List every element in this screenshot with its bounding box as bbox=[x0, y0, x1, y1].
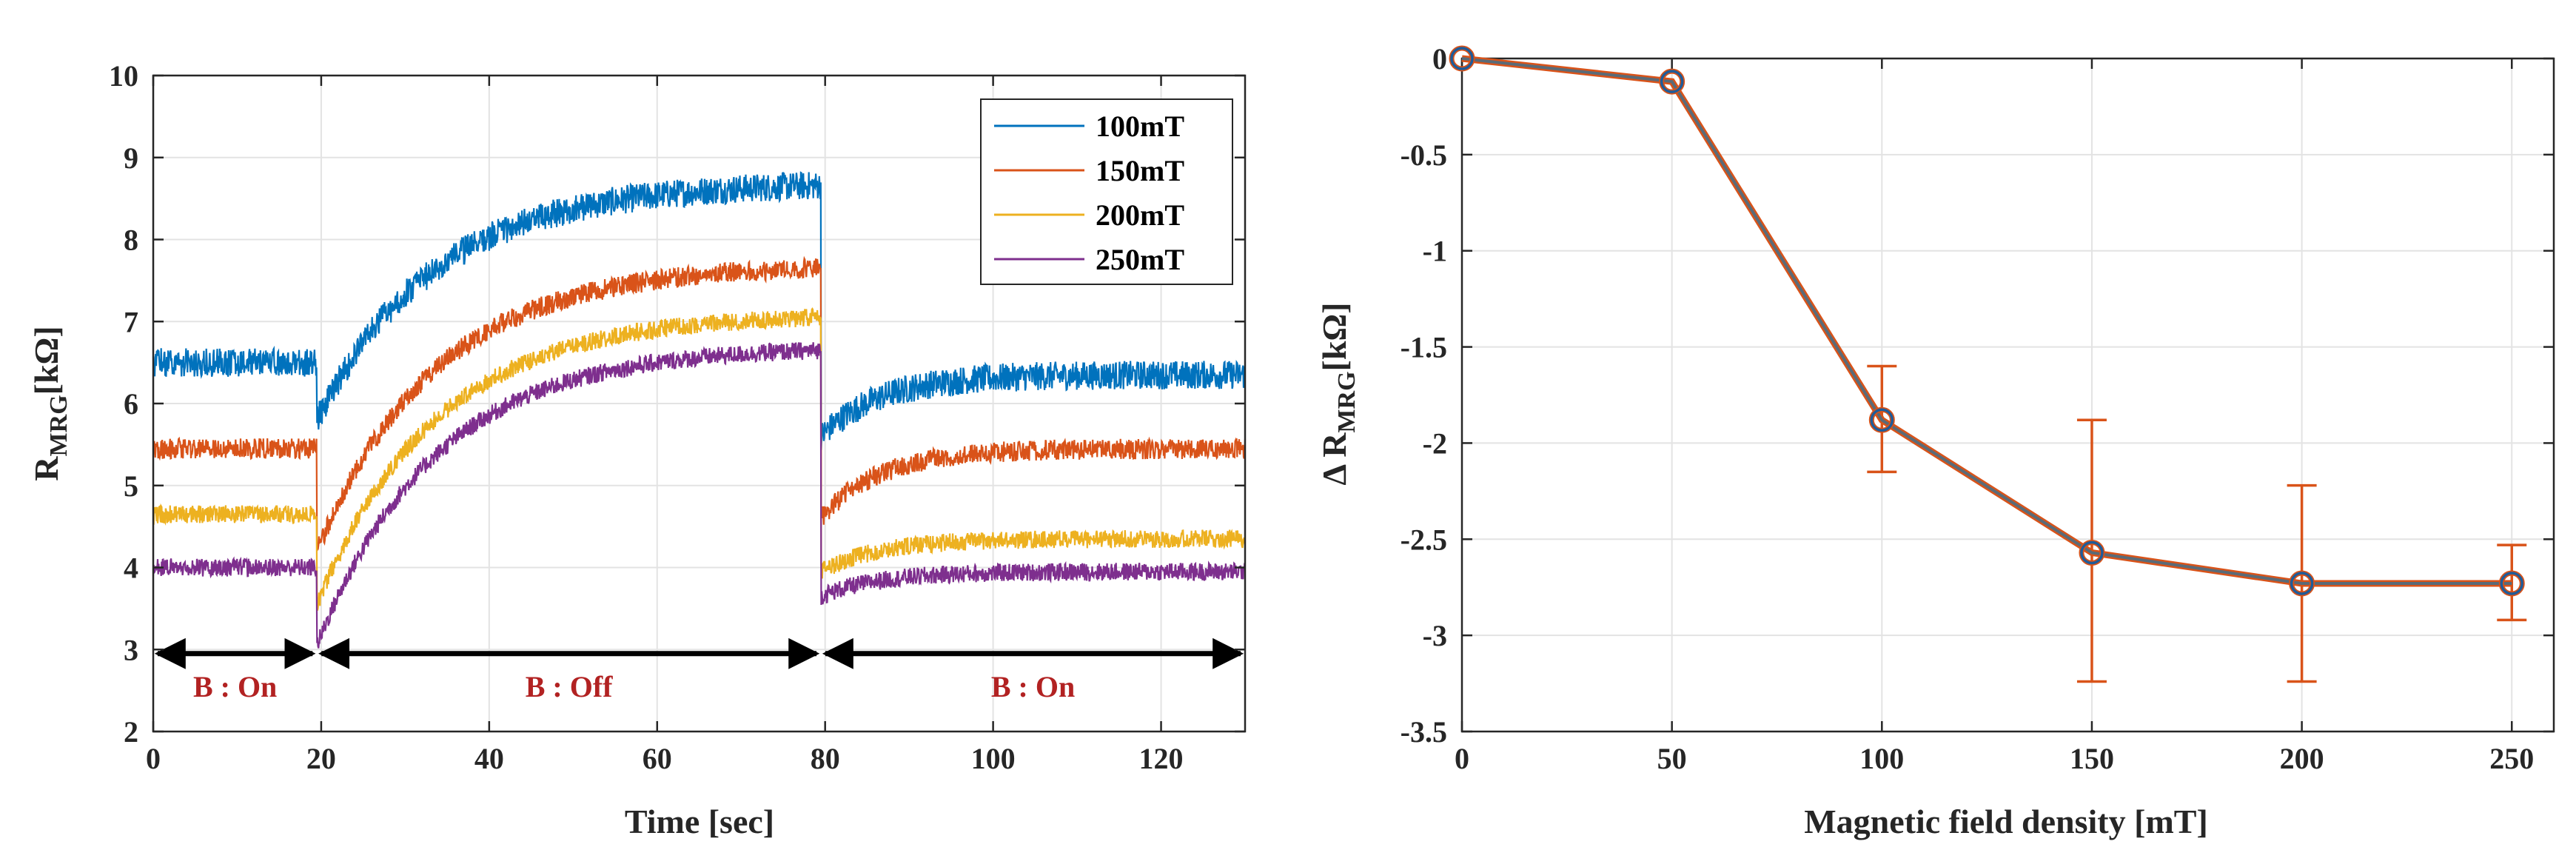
legend-box bbox=[980, 98, 1233, 285]
grid bbox=[1461, 58, 2554, 732]
x-tick-label: 120 bbox=[1139, 742, 1184, 775]
x-tick-label: 250 bbox=[2489, 742, 2534, 775]
y-tick-label: 2 bbox=[124, 715, 138, 749]
marker-50 bbox=[1660, 70, 1684, 93]
x-tick-label: 200 bbox=[2280, 742, 2324, 775]
series-line-150mT bbox=[152, 255, 1247, 552]
error-bars bbox=[1867, 364, 2527, 683]
axes bbox=[152, 74, 1247, 733]
y-axis-label: Δ RMRG[kΩ] bbox=[1315, 302, 1361, 485]
data-line bbox=[1461, 57, 2512, 586]
x-tick-label: 100 bbox=[971, 742, 1016, 775]
data-line-outline bbox=[1461, 55, 2512, 587]
y-axis-label-main: R bbox=[27, 456, 65, 481]
phase-annotations: B : On B : Off B : On bbox=[154, 637, 1244, 703]
y-axis-label: RMRG[kΩ] bbox=[27, 326, 73, 481]
legend-label-100mT: 100mT bbox=[1096, 110, 1184, 143]
y-axis-label-unit: [kΩ] bbox=[27, 326, 65, 395]
x-tick-label: 60 bbox=[643, 742, 672, 775]
tick-labels: 0 20 40 60 80 100 120 2 3 4 5 6 7 8 9 10 bbox=[109, 59, 1184, 775]
plot-frame bbox=[1460, 57, 2555, 733]
y-tick-label: -0.5 bbox=[1401, 138, 1447, 172]
y-tick-label: -1 bbox=[1423, 235, 1447, 268]
series-line-250mT bbox=[152, 342, 1246, 649]
y-tick-label: 3 bbox=[124, 633, 138, 666]
series-line-100mT bbox=[152, 171, 1247, 450]
chart-delta-resistance-vs-field: 0 50 100 150 200 250 0 -0.5 -1 -1.5 -2 -2.5 -3 -3.5 M… bbox=[1315, 42, 2555, 840]
y-tick-label: 8 bbox=[124, 224, 138, 257]
y-tick-label: 9 bbox=[124, 141, 138, 175]
x-tick-label: 150 bbox=[2070, 742, 2114, 775]
y-axis-label-unit: [kΩ] bbox=[1315, 302, 1353, 371]
legend: 100mT 150mT 200mT 250mT bbox=[980, 98, 1233, 285]
marker-200 bbox=[2290, 572, 2314, 595]
y-tick-label: 0 bbox=[1432, 42, 1447, 76]
x-tick-label: 80 bbox=[811, 742, 840, 775]
legend-label-200mT: 200mT bbox=[1096, 198, 1184, 232]
series-line-200mT bbox=[152, 307, 1247, 611]
x-tick-label: 50 bbox=[1657, 742, 1687, 775]
y-tick-label: -1.5 bbox=[1401, 331, 1447, 364]
y-axis-label-main: Δ R bbox=[1315, 432, 1353, 486]
y-axis-label-sub: MRG bbox=[45, 395, 73, 456]
phase-label: B : Off bbox=[526, 670, 613, 703]
x-tick-label: 20 bbox=[306, 742, 336, 775]
x-tick-label: 100 bbox=[1859, 742, 1904, 775]
y-axis-label-sub: MRG bbox=[1333, 371, 1361, 432]
y-tick-label: 4 bbox=[124, 552, 138, 585]
y-tick-label: 6 bbox=[124, 387, 138, 421]
x-tick-label: 0 bbox=[146, 742, 161, 775]
marker-250 bbox=[2500, 572, 2524, 595]
y-tick-label: -2.5 bbox=[1401, 523, 1447, 556]
phase-label: B : On bbox=[193, 670, 277, 703]
chart-resistance-vs-time: B : On B : Off B : On 0 20 40 60 80 100 120 2 3 4 5 6… bbox=[27, 59, 1247, 840]
x-tick-label: 40 bbox=[474, 742, 504, 775]
x-axis-label: Time [sec] bbox=[625, 803, 774, 840]
data-line bbox=[1461, 55, 2512, 587]
marker-100 bbox=[1870, 408, 1894, 432]
axes bbox=[1460, 57, 2555, 733]
x-tick-label: 0 bbox=[1455, 742, 1469, 775]
x-axis-label: Magnetic field density [mT] bbox=[1804, 803, 2208, 840]
legend-label-250mT: 250mT bbox=[1096, 243, 1184, 276]
y-tick-label: -3.5 bbox=[1401, 715, 1447, 749]
series-group bbox=[152, 171, 1247, 649]
y-tick-label: 10 bbox=[109, 59, 138, 93]
marker-150 bbox=[2080, 540, 2104, 565]
marker-0 bbox=[1450, 47, 1474, 70]
y-tick-label: 5 bbox=[124, 469, 138, 503]
y-tick-label: 7 bbox=[124, 305, 138, 338]
y-tick-label: -3 bbox=[1423, 619, 1447, 652]
data-markers bbox=[1449, 45, 2525, 597]
legend-label-150mT: 150mT bbox=[1096, 154, 1184, 187]
y-tick-label: -2 bbox=[1423, 426, 1447, 460]
phase-label: B : On bbox=[991, 670, 1075, 703]
tick-labels: 0 50 100 150 200 250 0 -0.5 -1 -1.5 -2 -2.5 -3 -3.5 bbox=[1401, 42, 2535, 775]
